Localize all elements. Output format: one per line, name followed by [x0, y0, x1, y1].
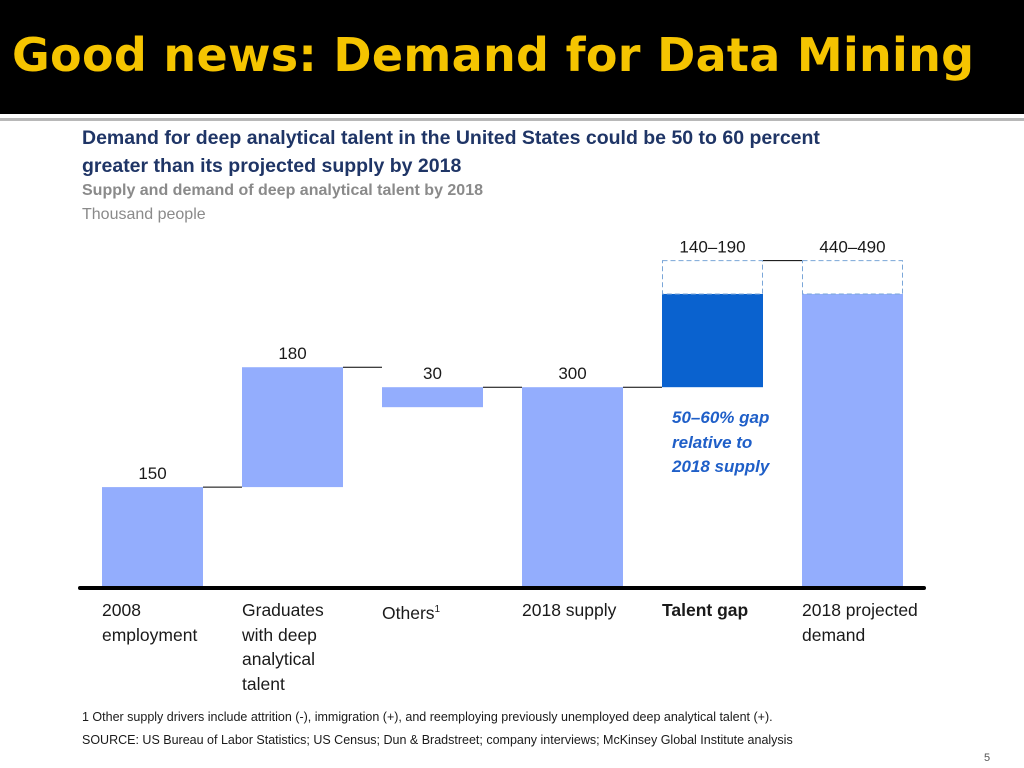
bar-1	[242, 367, 343, 488]
title-bar	[0, 0, 1024, 114]
bar-5	[802, 293, 903, 587]
value-label-4: 140–190	[679, 238, 745, 257]
bar-range-5	[802, 260, 903, 295]
category-label-graduates: Graduates with deep analytical talent	[242, 600, 324, 694]
title-divider	[0, 118, 1024, 121]
chart-unit: Thousand people	[82, 206, 206, 223]
chart-footnote: 1 Other supply drivers include attrition…	[82, 710, 773, 724]
bar-0	[102, 487, 203, 587]
bar-3	[522, 387, 623, 587]
page-number: 5	[984, 752, 991, 764]
category-label-talent-gap: Talent gap	[662, 600, 749, 620]
bar-4	[662, 293, 763, 388]
category-label-2018-projected-demand: 2018 projected demand	[802, 600, 918, 645]
value-label-5: 440–490	[819, 238, 885, 257]
category-label-2008-employment: 2008 employment	[102, 600, 198, 645]
value-label-2: 30	[423, 364, 442, 383]
category-label-others: Others1	[382, 602, 441, 623]
chart-source: SOURCE: US Bureau of Labor Statistics; U…	[82, 733, 793, 747]
value-label-3: 300	[558, 364, 586, 383]
slide-title: Good news: Demand for Data Mining	[12, 28, 975, 82]
value-label-1: 180	[278, 344, 306, 363]
category-label-2018-supply: 2018 supply	[522, 600, 617, 620]
chart-subtitle: Supply and demand of deep analytical tal…	[82, 182, 483, 199]
value-label-0: 150	[138, 464, 166, 483]
gap-annotation: 50–60% gap relative to 2018 supply	[672, 408, 770, 476]
bar-range-4	[662, 260, 763, 295]
bar-2	[382, 387, 483, 408]
chart-title: Demand for deep analytical talent in the…	[82, 127, 820, 177]
